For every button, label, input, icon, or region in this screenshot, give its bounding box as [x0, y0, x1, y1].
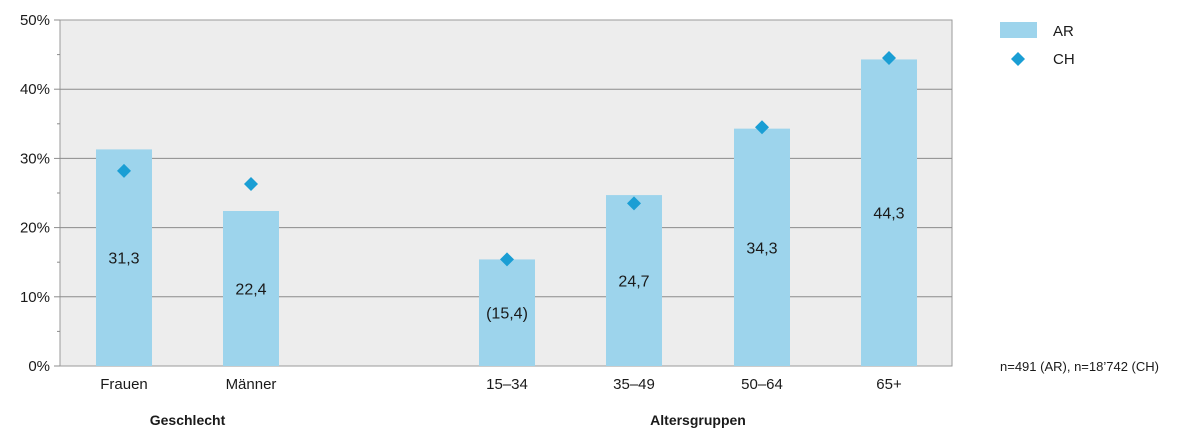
- bars: [96, 59, 917, 366]
- x-tick-label: 35–49: [613, 376, 655, 393]
- y-tick-label: 50%: [20, 12, 50, 29]
- bar-ar: [479, 259, 535, 366]
- legend-label-ch: CH: [1053, 51, 1075, 68]
- bar-ar: [734, 128, 790, 366]
- marker-ch: [500, 252, 514, 267]
- legend-swatch-ar: [1000, 22, 1037, 38]
- marker-ch: [755, 120, 769, 135]
- marker-ch: [117, 163, 131, 178]
- markers: [117, 51, 896, 267]
- x-tick-label: 15–34: [486, 376, 528, 393]
- marker-ch: [882, 51, 896, 66]
- bar-value-label: 24,7: [618, 274, 649, 291]
- legend: AR CH: [1000, 22, 1075, 68]
- x-tick-label: 65+: [876, 376, 902, 393]
- x-tick-label: Frauen: [100, 376, 148, 393]
- bar-value-label: 22,4: [235, 281, 266, 298]
- bar-value-label: 34,3: [746, 240, 777, 257]
- bar-ar: [606, 195, 662, 366]
- marker-ch: [244, 177, 258, 192]
- x-tick-label: Männer: [226, 376, 277, 393]
- axes: 0% 10% 20% 30% 40% 50% Frauen Männer 15–34 35–49 5…: [20, 12, 902, 428]
- bar-ar: [861, 59, 917, 366]
- x-tick-label: 50–64: [741, 376, 783, 393]
- sample-size-note: n=491 (AR), n=18’742 (CH): [1000, 359, 1159, 374]
- data-labels: 31,3 22,4 (15,4) 24,7 34,3 44,3: [108, 206, 904, 323]
- y-tick-label: 10%: [20, 289, 50, 306]
- y-tick-label: 0%: [28, 358, 50, 375]
- bar-value-label: (15,4): [486, 306, 528, 323]
- bar-value-label: 31,3: [108, 251, 139, 268]
- marker-ch: [627, 196, 641, 211]
- x-group-label: Geschlecht: [150, 412, 226, 428]
- legend-label-ar: AR: [1053, 23, 1074, 40]
- y-tick-label: 30%: [20, 150, 50, 167]
- y-tick-label: 40%: [20, 81, 50, 98]
- bar-value-label: 44,3: [873, 206, 904, 223]
- legend-marker-ch: [1011, 52, 1025, 66]
- bar-ar: [223, 210, 279, 366]
- x-group-label: Altersgruppen: [650, 412, 746, 428]
- y-tick-label: 20%: [20, 220, 50, 237]
- bar-ar: [96, 149, 152, 366]
